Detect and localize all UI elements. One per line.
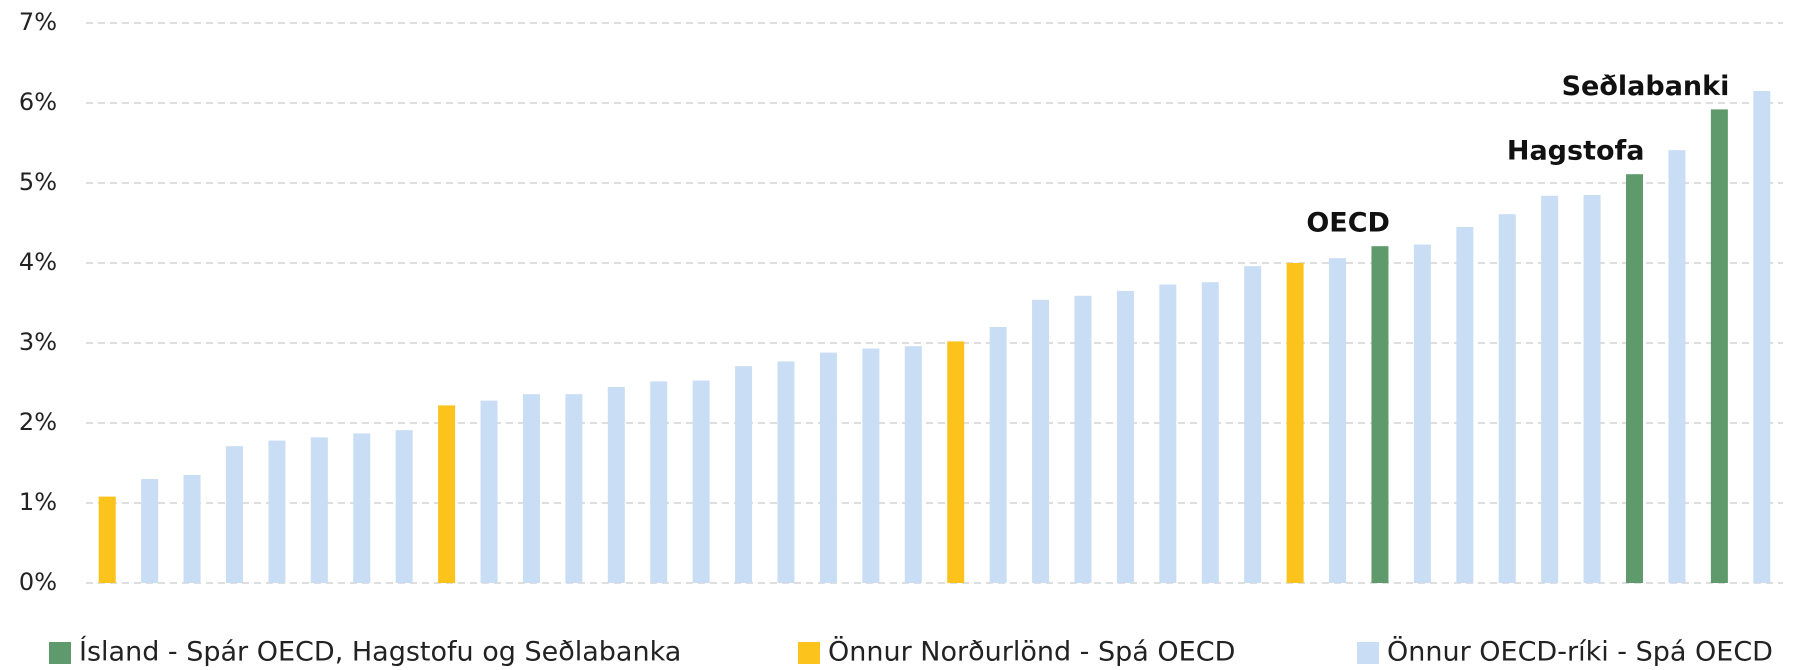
annotation: OECD — [1306, 208, 1390, 239]
bar — [1456, 227, 1474, 583]
legend-swatch — [49, 642, 71, 664]
bar — [1371, 246, 1389, 583]
bar — [522, 394, 540, 583]
bar — [1498, 214, 1516, 583]
bar — [438, 405, 456, 583]
bar — [1710, 109, 1728, 584]
bar — [989, 327, 1007, 583]
annotation: Hagstofa — [1507, 136, 1645, 167]
bar — [1668, 150, 1686, 583]
bar — [1159, 284, 1177, 583]
bar — [1753, 91, 1771, 583]
y-tick-label: 6% — [19, 88, 57, 116]
y-tick-label: 3% — [19, 328, 57, 356]
y-tick-label: 7% — [19, 8, 57, 36]
bar — [98, 496, 116, 583]
bar — [1626, 174, 1644, 583]
bar — [692, 380, 710, 583]
bar — [777, 361, 795, 583]
bar — [225, 446, 243, 583]
bar — [1201, 282, 1219, 583]
bar — [862, 348, 880, 583]
legend-label: Önnur OECD-ríki - Spá OECD — [1387, 636, 1773, 668]
bar — [1286, 263, 1304, 583]
bar — [650, 381, 668, 583]
bar — [1413, 244, 1431, 583]
y-tick-label: 0% — [19, 568, 57, 596]
bar — [565, 394, 583, 583]
bar — [1116, 291, 1134, 583]
legend-swatch — [1357, 642, 1379, 664]
bar — [1329, 258, 1347, 583]
bar — [1074, 295, 1092, 583]
bar — [395, 430, 413, 583]
bar — [353, 433, 371, 583]
legend-label: Önnur Norðurlönd - Spá OECD — [828, 636, 1235, 668]
y-tick-label: 1% — [19, 488, 57, 516]
bar — [947, 341, 965, 583]
bar — [735, 366, 753, 583]
bar — [1032, 299, 1050, 583]
bar — [1244, 266, 1262, 583]
bar — [268, 440, 286, 583]
bar — [1583, 195, 1601, 583]
bar — [904, 346, 922, 583]
bar — [183, 475, 201, 583]
bar — [1541, 195, 1559, 584]
y-tick-label: 5% — [19, 168, 57, 196]
legend-swatch — [798, 642, 820, 664]
bar — [480, 400, 498, 583]
y-tick-label: 2% — [19, 408, 57, 436]
legend-label: Ísland - Spár OECD, Hagstofu og Seðlaban… — [79, 636, 681, 668]
bar — [819, 352, 837, 583]
bar — [607, 387, 625, 583]
bar — [310, 437, 328, 583]
y-tick-label: 4% — [19, 248, 57, 276]
bar — [141, 479, 159, 583]
annotation: Seðlabanki — [1562, 71, 1730, 102]
